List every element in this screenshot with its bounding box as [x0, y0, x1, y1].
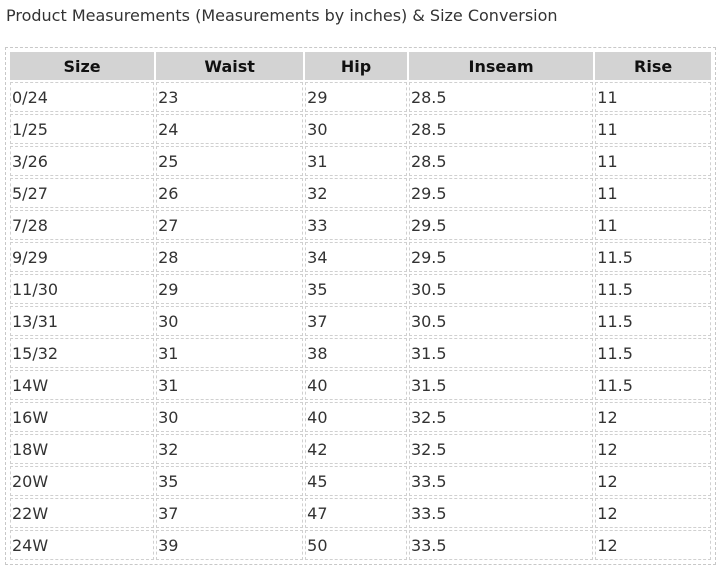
cell-hip: 40 — [305, 402, 407, 432]
cell-waist: 29 — [156, 274, 304, 304]
table-row: 0/24 23 29 28.5 11 — [10, 82, 711, 112]
cell-rise: 12 — [595, 402, 711, 432]
table-row: 9/29 28 34 29.5 11.5 — [10, 242, 711, 272]
column-header-hip: Hip — [305, 52, 407, 80]
cell-hip: 35 — [305, 274, 407, 304]
table-row: 24W 39 50 33.5 12 — [10, 530, 711, 560]
cell-rise: 12 — [595, 466, 711, 496]
cell-size: 15/32 — [10, 338, 155, 368]
table-row: 20W 35 45 33.5 12 — [10, 466, 711, 496]
cell-inseam: 33.5 — [408, 498, 594, 528]
table-row: 15/32 31 38 31.5 11.5 — [10, 338, 711, 368]
cell-size: 14W — [10, 370, 155, 400]
cell-waist: 37 — [156, 498, 304, 528]
cell-inseam: 32.5 — [408, 434, 594, 464]
cell-waist: 25 — [156, 146, 304, 176]
column-header-waist: Waist — [156, 52, 304, 80]
header-row: Size Waist Hip Inseam Rise — [10, 52, 711, 80]
cell-inseam: 31.5 — [408, 370, 594, 400]
cell-size: 18W — [10, 434, 155, 464]
cell-rise: 11 — [595, 178, 711, 208]
cell-hip: 37 — [305, 306, 407, 336]
size-chart-container: Size Waist Hip Inseam Rise 0/24 23 29 28.5 11 1/2… — [5, 47, 716, 565]
cell-size: 20W — [10, 466, 155, 496]
cell-inseam: 28.5 — [408, 146, 594, 176]
cell-size: 0/24 — [10, 82, 155, 112]
cell-rise: 11 — [595, 210, 711, 240]
cell-rise: 11 — [595, 82, 711, 112]
size-chart-table: Size Waist Hip Inseam Rise 0/24 23 29 28.5 11 1/2… — [8, 50, 713, 562]
cell-waist: 35 — [156, 466, 304, 496]
cell-hip: 45 — [305, 466, 407, 496]
cell-size: 1/25 — [10, 114, 155, 144]
cell-hip: 33 — [305, 210, 407, 240]
cell-size: 5/27 — [10, 178, 155, 208]
cell-inseam: 32.5 — [408, 402, 594, 432]
cell-hip: 50 — [305, 530, 407, 560]
cell-size: 3/26 — [10, 146, 155, 176]
cell-hip: 42 — [305, 434, 407, 464]
page-title: Product Measurements (Measurements by in… — [6, 6, 558, 25]
cell-rise: 11.5 — [595, 242, 711, 272]
cell-waist: 31 — [156, 338, 304, 368]
cell-hip: 30 — [305, 114, 407, 144]
cell-inseam: 29.5 — [408, 210, 594, 240]
cell-hip: 47 — [305, 498, 407, 528]
cell-rise: 12 — [595, 434, 711, 464]
table-row: 16W 30 40 32.5 12 — [10, 402, 711, 432]
cell-waist: 24 — [156, 114, 304, 144]
column-header-size: Size — [10, 52, 155, 80]
cell-rise: 12 — [595, 530, 711, 560]
cell-inseam: 30.5 — [408, 274, 594, 304]
table-row: 22W 37 47 33.5 12 — [10, 498, 711, 528]
cell-waist: 28 — [156, 242, 304, 272]
column-header-inseam: Inseam — [408, 52, 594, 80]
cell-inseam: 29.5 — [408, 242, 594, 272]
table-row: 3/26 25 31 28.5 11 — [10, 146, 711, 176]
table-row: 14W 31 40 31.5 11.5 — [10, 370, 711, 400]
table-row: 1/25 24 30 28.5 11 — [10, 114, 711, 144]
cell-waist: 32 — [156, 434, 304, 464]
table-row: 11/30 29 35 30.5 11.5 — [10, 274, 711, 304]
cell-hip: 32 — [305, 178, 407, 208]
cell-inseam: 28.5 — [408, 114, 594, 144]
table-row: 7/28 27 33 29.5 11 — [10, 210, 711, 240]
table-row: 13/31 30 37 30.5 11.5 — [10, 306, 711, 336]
cell-hip: 34 — [305, 242, 407, 272]
table-row: 5/27 26 32 29.5 11 — [10, 178, 711, 208]
cell-waist: 31 — [156, 370, 304, 400]
cell-rise: 11 — [595, 114, 711, 144]
cell-waist: 23 — [156, 82, 304, 112]
cell-rise: 11.5 — [595, 274, 711, 304]
cell-hip: 31 — [305, 146, 407, 176]
cell-rise: 12 — [595, 498, 711, 528]
cell-rise: 11.5 — [595, 306, 711, 336]
cell-rise: 11.5 — [595, 370, 711, 400]
cell-hip: 38 — [305, 338, 407, 368]
cell-hip: 29 — [305, 82, 407, 112]
cell-waist: 27 — [156, 210, 304, 240]
cell-hip: 40 — [305, 370, 407, 400]
cell-inseam: 28.5 — [408, 82, 594, 112]
cell-size: 22W — [10, 498, 155, 528]
cell-inseam: 29.5 — [408, 178, 594, 208]
cell-waist: 26 — [156, 178, 304, 208]
cell-size: 16W — [10, 402, 155, 432]
cell-size: 11/30 — [10, 274, 155, 304]
cell-waist: 30 — [156, 306, 304, 336]
cell-rise: 11 — [595, 146, 711, 176]
table-row: 18W 32 42 32.5 12 — [10, 434, 711, 464]
cell-size: 24W — [10, 530, 155, 560]
cell-waist: 30 — [156, 402, 304, 432]
cell-waist: 39 — [156, 530, 304, 560]
cell-inseam: 33.5 — [408, 466, 594, 496]
cell-size: 9/29 — [10, 242, 155, 272]
cell-inseam: 33.5 — [408, 530, 594, 560]
cell-rise: 11.5 — [595, 338, 711, 368]
cell-inseam: 31.5 — [408, 338, 594, 368]
cell-inseam: 30.5 — [408, 306, 594, 336]
cell-size: 13/31 — [10, 306, 155, 336]
column-header-rise: Rise — [595, 52, 711, 80]
cell-size: 7/28 — [10, 210, 155, 240]
